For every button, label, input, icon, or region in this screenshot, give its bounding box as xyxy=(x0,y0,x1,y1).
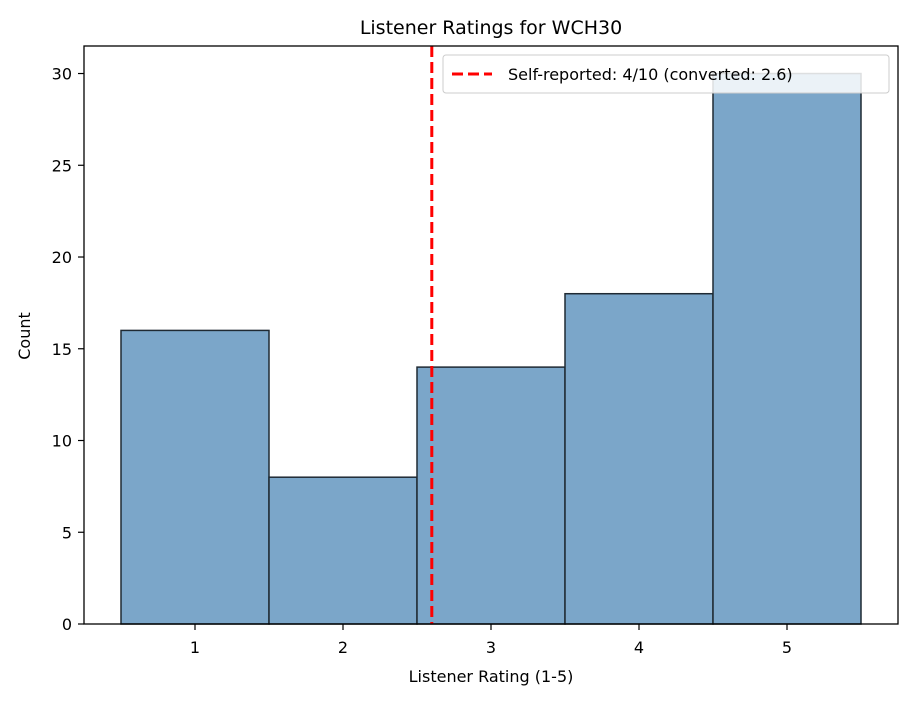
x-tick-label: 4 xyxy=(634,638,644,657)
bar-2 xyxy=(268,476,418,625)
y-tick-label: 0 xyxy=(62,615,72,634)
legend: Self-reported: 4/10 (converted: 2.6) xyxy=(442,54,890,94)
bar-3 xyxy=(416,366,566,625)
y-tick-label: 10 xyxy=(52,432,72,451)
plot-frame xyxy=(83,45,899,625)
y-tick-label: 20 xyxy=(52,248,72,267)
y-tick-label: 5 xyxy=(62,523,72,542)
x-axis: 1 2 3 4 5 xyxy=(190,624,792,657)
y-axis-label: Count xyxy=(15,312,34,360)
legend-box xyxy=(442,54,890,94)
bar-5 xyxy=(712,72,862,625)
x-tick-label: 1 xyxy=(190,638,200,657)
y-tick-label: 25 xyxy=(52,156,72,175)
y-tick-label: 15 xyxy=(52,340,72,359)
x-tick-label: 2 xyxy=(338,638,348,657)
legend-label: Self-reported: 4/10 (converted: 2.6) xyxy=(508,65,793,84)
y-tick-label: 30 xyxy=(52,65,72,84)
x-tick-label: 3 xyxy=(486,638,496,657)
x-axis-label: Listener Rating (1-5) xyxy=(409,667,574,686)
bars-group xyxy=(120,72,862,625)
bar-1 xyxy=(120,329,270,625)
bar-4 xyxy=(564,292,714,625)
y-axis: 0 5 10 15 20 25 30 xyxy=(52,65,84,634)
chart-title: Listener Ratings for WCH30 xyxy=(360,17,622,39)
x-tick-label: 5 xyxy=(782,638,792,657)
